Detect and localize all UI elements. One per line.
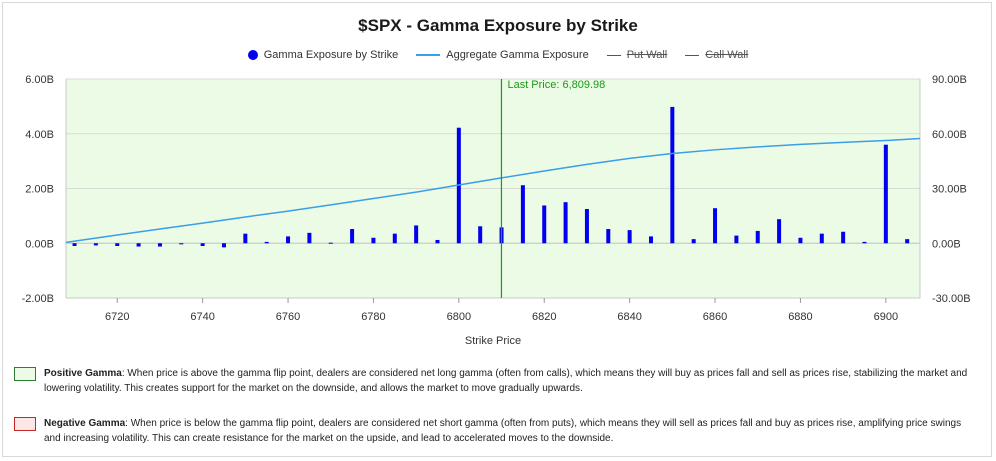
gamma-bar bbox=[243, 233, 248, 244]
negative-gamma-desc: : When price is below the gamma flip poi… bbox=[44, 418, 962, 444]
positive-gamma-note: Positive Gamma: When price is above the … bbox=[14, 366, 976, 396]
legend: Gamma Exposure by Strike Aggregate Gamma… bbox=[0, 49, 996, 61]
legend-item-call-wall[interactable]: Call Wall bbox=[685, 49, 748, 61]
gamma-bar bbox=[478, 226, 483, 244]
legend-label-put-wall: Put Wall bbox=[626, 49, 668, 61]
gamma-bar bbox=[883, 144, 888, 244]
x-tick-label: 6740 bbox=[190, 311, 214, 323]
gamma-bar bbox=[542, 205, 547, 244]
gamma-bar bbox=[115, 243, 120, 246]
gamma-bar bbox=[328, 242, 333, 244]
gamma-bar bbox=[777, 219, 782, 244]
positive-gamma-text: Positive Gamma: When price is above the … bbox=[44, 366, 976, 396]
y-tick-label: -2.00B bbox=[22, 293, 54, 305]
chart-title: $SPX - Gamma Exposure by Strike bbox=[358, 16, 638, 35]
gamma-bar bbox=[670, 106, 675, 244]
y-tick-label: 0.00B bbox=[25, 238, 54, 250]
gamma-bar bbox=[713, 208, 718, 244]
gamma-bar bbox=[819, 233, 824, 244]
gamma-bar bbox=[435, 239, 440, 244]
x-tick-label: 6780 bbox=[361, 311, 385, 323]
y-axis-left: -2.00B 0.00B 2.00B 4.00B 6.00B bbox=[22, 74, 54, 305]
gamma-bar bbox=[392, 233, 397, 244]
gamma-bar bbox=[286, 236, 291, 244]
x-axis: 6720 6740 6760 6780 6800 6820 6840 6860 6880 6900 bbox=[105, 298, 898, 323]
legend-item-line[interactable]: Aggregate Gamma Exposure bbox=[416, 49, 589, 61]
y2-tick-label: 60.00B bbox=[932, 129, 967, 141]
legend-item-bars[interactable]: Gamma Exposure by Strike bbox=[247, 49, 399, 61]
gamma-bar bbox=[841, 231, 846, 244]
gamma-bar bbox=[905, 239, 910, 244]
negative-gamma-text: Negative Gamma: When price is below the … bbox=[44, 416, 976, 446]
gamma-bar bbox=[72, 243, 77, 246]
gamma-bar bbox=[520, 185, 525, 244]
legend-dot-icon bbox=[247, 50, 258, 60]
gamma-bar bbox=[307, 232, 312, 244]
positive-gamma-title: Positive Gamma bbox=[44, 368, 122, 379]
y-tick-label: 6.00B bbox=[25, 74, 54, 86]
gamma-bar bbox=[862, 241, 867, 244]
legend-label-bars: Gamma Exposure by Strike bbox=[263, 49, 399, 61]
gamma-bar bbox=[648, 236, 653, 244]
negative-gamma-note: Negative Gamma: When price is below the … bbox=[14, 416, 976, 446]
negative-gamma-swatch bbox=[14, 417, 36, 431]
gamma-bar bbox=[221, 243, 226, 248]
x-tick-label: 6800 bbox=[447, 311, 471, 323]
gamma-bar bbox=[371, 237, 376, 244]
x-tick-label: 6900 bbox=[874, 311, 898, 323]
gamma-bar bbox=[200, 243, 205, 246]
y2-tick-label: 30.00B bbox=[932, 184, 967, 196]
gamma-bar bbox=[179, 243, 184, 245]
x-axis-label: Strike Price bbox=[465, 335, 521, 347]
gamma-bar bbox=[606, 229, 611, 244]
x-tick-label: 6720 bbox=[105, 311, 129, 323]
y2-tick-label: -30.00B bbox=[932, 293, 971, 305]
legend-label-call-wall: Call Wall bbox=[705, 49, 749, 61]
y2-tick-label: 0.00B bbox=[932, 238, 961, 250]
last-price-label: Last Price: 6,809.98 bbox=[507, 79, 605, 91]
x-tick-label: 6880 bbox=[788, 311, 812, 323]
gamma-bar bbox=[627, 230, 632, 244]
x-tick-label: 6840 bbox=[617, 311, 641, 323]
x-tick-label: 6820 bbox=[532, 311, 556, 323]
positive-gamma-desc: : When price is above the gamma flip poi… bbox=[44, 368, 968, 394]
y2-tick-label: 90.00B bbox=[932, 74, 967, 86]
gamma-bar bbox=[584, 209, 589, 244]
gamma-bar bbox=[157, 243, 162, 247]
gamma-bar bbox=[798, 237, 803, 244]
y-axis-right: -30.00B 0.00B 30.00B 60.00B 90.00B bbox=[932, 74, 971, 305]
gamma-bar bbox=[136, 243, 141, 247]
gamma-bar bbox=[734, 235, 739, 244]
legend-item-put-wall[interactable]: Put Wall bbox=[606, 49, 668, 61]
negative-gamma-title: Negative Gamma bbox=[44, 418, 126, 429]
legend-dash-icon bbox=[685, 54, 700, 56]
gamma-bar bbox=[691, 239, 696, 244]
y-tick-label: 4.00B bbox=[25, 129, 54, 141]
gamma-bar bbox=[93, 243, 98, 246]
gamma-bar bbox=[414, 225, 419, 244]
gamma-bar bbox=[755, 230, 760, 244]
gamma-bar bbox=[563, 202, 568, 244]
y-tick-label: 2.00B bbox=[25, 184, 54, 196]
legend-line-icon bbox=[416, 54, 441, 56]
gamma-bar bbox=[350, 229, 355, 244]
legend-label-line: Aggregate Gamma Exposure bbox=[446, 49, 589, 61]
legend-dash-icon bbox=[606, 54, 621, 56]
x-tick-label: 6860 bbox=[703, 311, 727, 323]
x-tick-label: 6760 bbox=[276, 311, 300, 323]
gamma-bar bbox=[264, 241, 269, 244]
positive-gamma-swatch bbox=[14, 367, 36, 381]
